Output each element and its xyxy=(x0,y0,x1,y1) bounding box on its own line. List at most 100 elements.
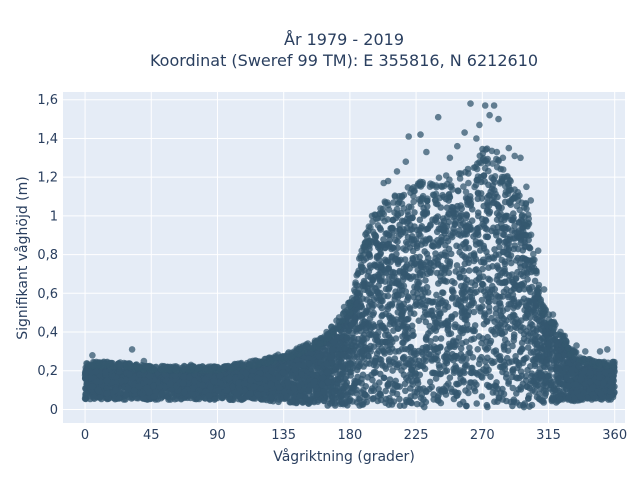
data-point xyxy=(507,259,515,267)
data-point xyxy=(408,322,416,330)
data-point xyxy=(444,257,451,265)
data-point xyxy=(353,386,361,394)
data-point xyxy=(324,378,332,386)
data-point xyxy=(381,331,389,339)
data-point xyxy=(324,369,332,376)
data-point xyxy=(506,233,514,241)
data-point xyxy=(284,379,291,386)
data-point xyxy=(385,380,392,388)
data-point xyxy=(517,384,525,391)
data-point xyxy=(401,380,409,388)
data-point xyxy=(413,242,421,250)
data-point xyxy=(396,383,404,390)
data-point xyxy=(375,385,382,393)
data-point xyxy=(422,226,430,233)
data-point xyxy=(476,224,483,231)
data-point xyxy=(500,315,508,323)
data-point xyxy=(484,253,492,260)
data-point xyxy=(267,394,275,401)
data-point xyxy=(480,320,488,328)
data-point xyxy=(491,297,499,305)
data-point xyxy=(424,203,431,210)
data-point xyxy=(416,216,424,224)
data-point xyxy=(369,277,377,285)
data-point xyxy=(533,341,541,349)
data-point xyxy=(480,313,488,320)
data-point xyxy=(413,284,421,292)
data-point xyxy=(500,248,508,256)
data-point xyxy=(493,216,501,223)
data-point xyxy=(281,388,288,396)
data-point xyxy=(414,266,422,274)
data-point xyxy=(353,353,361,361)
data-point xyxy=(355,395,363,403)
data-point xyxy=(384,292,392,300)
data-point xyxy=(489,384,497,391)
data-point xyxy=(492,291,500,299)
data-point xyxy=(416,253,424,261)
data-point xyxy=(526,297,533,305)
data-point xyxy=(496,321,504,329)
data-point xyxy=(480,366,487,373)
data-point xyxy=(471,322,479,329)
data-point xyxy=(539,327,547,335)
data-point xyxy=(344,402,351,409)
data-point xyxy=(455,334,463,342)
data-point xyxy=(416,371,424,379)
data-point xyxy=(457,221,465,229)
data-point xyxy=(382,310,390,318)
data-point xyxy=(510,214,517,222)
data-point xyxy=(390,386,397,394)
data-point xyxy=(358,320,366,327)
data-point xyxy=(475,231,482,239)
data-point xyxy=(462,387,469,394)
data-point xyxy=(408,366,416,374)
data-point xyxy=(394,260,402,268)
data-point xyxy=(561,351,569,359)
data-point xyxy=(511,222,518,230)
data-point xyxy=(476,356,484,363)
data-point xyxy=(423,311,431,318)
data-point xyxy=(414,376,421,384)
data-point xyxy=(415,317,423,325)
data-point xyxy=(516,401,524,409)
data-point xyxy=(422,277,429,284)
data-point xyxy=(467,252,475,259)
data-point xyxy=(478,393,486,400)
data-point xyxy=(180,373,187,381)
data-point xyxy=(386,314,394,322)
data-point xyxy=(378,322,385,329)
data-point xyxy=(211,396,218,403)
data-point xyxy=(468,217,476,224)
data-point xyxy=(502,278,509,286)
data-point xyxy=(501,265,508,273)
data-point xyxy=(518,339,526,347)
data-point xyxy=(507,300,514,308)
data-point xyxy=(402,229,409,236)
data-point xyxy=(353,326,360,333)
data-point xyxy=(459,398,467,406)
data-point xyxy=(378,304,386,312)
data-point xyxy=(555,377,562,385)
data-point xyxy=(417,394,425,402)
data-point xyxy=(510,337,518,344)
data-point xyxy=(463,230,471,238)
data-point xyxy=(331,400,339,407)
data-point xyxy=(468,279,476,286)
data-point xyxy=(437,310,444,318)
data-point xyxy=(360,363,367,370)
data-point xyxy=(195,395,203,403)
data-point xyxy=(396,395,403,403)
data-point xyxy=(509,342,516,350)
data-point xyxy=(349,359,357,367)
data-point xyxy=(509,313,516,320)
data-point xyxy=(399,310,406,318)
data-point xyxy=(333,381,340,389)
data-point xyxy=(447,385,455,393)
data-point xyxy=(423,237,430,244)
data-point xyxy=(305,360,313,368)
data-point xyxy=(491,186,498,194)
data-point xyxy=(524,344,532,351)
data-point xyxy=(102,369,109,376)
data-point xyxy=(586,369,594,376)
